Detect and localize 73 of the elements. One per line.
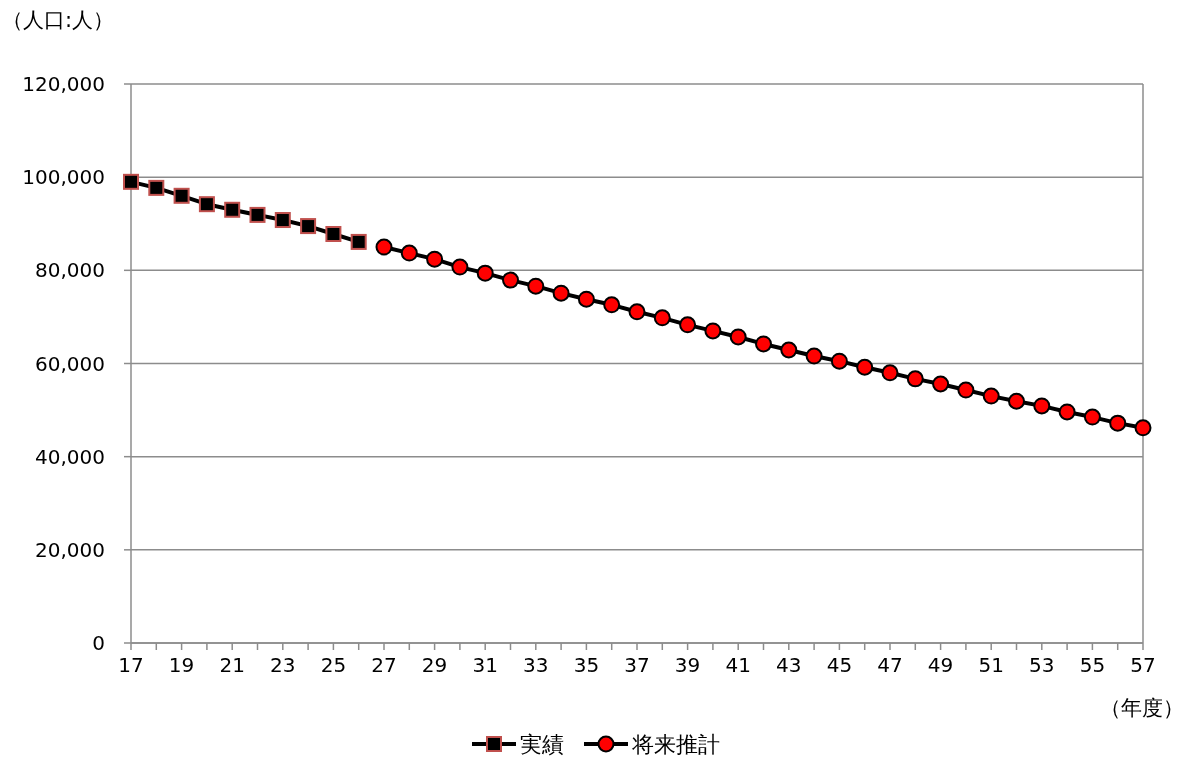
- point: [628, 303, 646, 321]
- point: [375, 238, 393, 256]
- point: [729, 328, 747, 346]
- point: [1134, 419, 1152, 437]
- point: [148, 179, 165, 196]
- point: [577, 290, 595, 308]
- x-tick-label: 57: [1130, 653, 1156, 677]
- point: [274, 212, 291, 229]
- x-tick-label: 31: [472, 653, 498, 677]
- point: [957, 381, 975, 399]
- x-tick-label: 33: [523, 653, 549, 677]
- x-tick-label: 51: [978, 653, 1004, 677]
- y-tick-label: 60,000: [35, 351, 105, 376]
- x-axis-title: （年度）: [1100, 696, 1184, 720]
- point: [830, 352, 848, 370]
- x-tick-label: 19: [168, 653, 195, 677]
- point: [476, 264, 494, 282]
- x-tick-label: 39: [674, 653, 701, 677]
- point: [653, 309, 671, 327]
- point: [123, 173, 139, 190]
- x-tick-label: 25: [320, 653, 347, 677]
- point: [451, 258, 469, 276]
- y-tick-label: 0: [92, 631, 105, 655]
- point: [1083, 408, 1101, 426]
- point: [325, 226, 342, 242]
- legend-label: 将来推計: [631, 732, 720, 757]
- x-tick-label: 53: [1029, 653, 1055, 677]
- y-tick-label: 80,000: [35, 258, 105, 283]
- point: [780, 341, 798, 359]
- y-tick-label: 40,000: [35, 444, 105, 469]
- point: [704, 322, 722, 340]
- x-tick-label: 47: [877, 653, 903, 677]
- x-tick-label: 55: [1079, 653, 1106, 677]
- point: [679, 316, 697, 334]
- point: [805, 347, 823, 365]
- x-tick-label: 37: [624, 653, 650, 677]
- point: [400, 244, 418, 262]
- y-axis-title: （人口:人）: [2, 8, 115, 32]
- point: [350, 233, 367, 250]
- point: [224, 201, 241, 218]
- point: [906, 370, 924, 388]
- point: [755, 335, 772, 353]
- x-tick-label: 17: [118, 653, 144, 677]
- x-tick-label: 45: [826, 653, 853, 677]
- point: [856, 358, 874, 376]
- x-tick-label: 23: [270, 653, 296, 677]
- y-tick-label: 120,000: [22, 72, 105, 96]
- point: [982, 387, 1000, 405]
- point: [198, 196, 215, 213]
- x-tick-label: 29: [421, 653, 448, 677]
- point: [1109, 414, 1127, 432]
- x-tick-label: 21: [219, 653, 245, 677]
- point: [603, 296, 621, 314]
- point: [881, 364, 899, 382]
- point: [552, 284, 570, 302]
- x-tick-label: 41: [725, 653, 751, 677]
- x-tick-label: 43: [776, 653, 802, 677]
- point: [527, 277, 545, 295]
- point: [173, 187, 190, 204]
- point: [249, 206, 266, 223]
- point: [426, 250, 444, 268]
- x-tick-label: 49: [927, 653, 954, 677]
- point: [932, 375, 950, 393]
- x-tick-label: 27: [371, 653, 397, 677]
- legend-label: 実績: [520, 732, 564, 757]
- point: [1058, 403, 1076, 421]
- y-tick-label: 100,000: [22, 165, 105, 190]
- point: [1008, 392, 1025, 410]
- point: [300, 218, 317, 235]
- y-tick-label: 20,000: [35, 537, 105, 562]
- point: [1033, 397, 1051, 415]
- x-tick-label: 35: [573, 653, 600, 677]
- point: [502, 271, 519, 289]
